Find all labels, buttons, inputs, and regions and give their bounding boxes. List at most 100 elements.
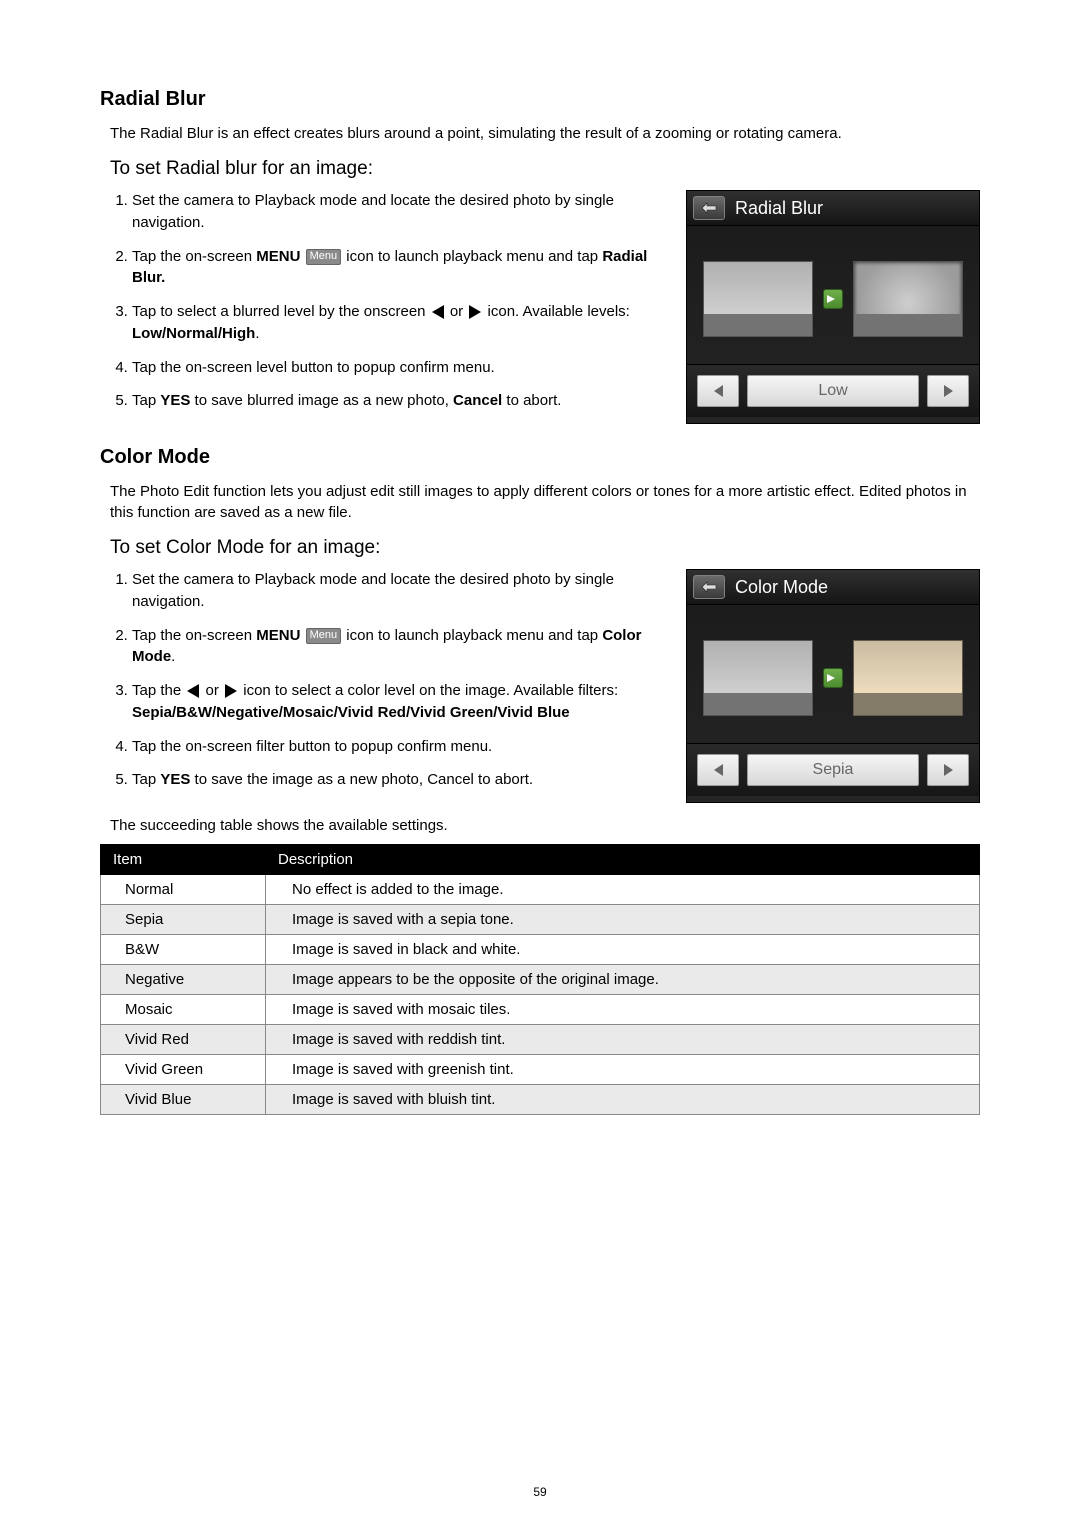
filters: Sepia/B&W/Negative/Mosaic/Vivid Red/Vivi…	[132, 704, 570, 721]
levels: Low/Normal/High	[132, 325, 255, 342]
subheading-color-mode: To set Color Mode for an image:	[110, 537, 980, 559]
device-body	[687, 605, 979, 743]
cell-description: No effect is added to the image.	[266, 875, 980, 905]
triangle-right-icon	[225, 684, 237, 698]
triangle-left-icon	[432, 305, 444, 319]
col-description: Description	[266, 845, 980, 875]
bold: YES	[160, 392, 190, 409]
table-row: SepiaImage is saved with a sepia tone.	[101, 905, 980, 935]
radial-step-5: Tap YES to save blurred image as a new p…	[132, 390, 668, 412]
table-row: Vivid RedImage is saved with reddish tin…	[101, 1025, 980, 1055]
cell-item: Negative	[101, 965, 266, 995]
text: to save the image as a new photo, Cancel…	[190, 771, 533, 788]
text: to save blurred image as a new photo,	[190, 392, 453, 409]
back-icon	[701, 202, 717, 214]
radial-step-3: Tap to select a blurred level by the ons…	[132, 301, 668, 345]
color-step-2: Tap the on-screen MENU Menu icon to laun…	[132, 625, 668, 669]
preview-after	[853, 640, 963, 716]
cell-item: Vivid Blue	[101, 1085, 266, 1115]
table-row: Vivid GreenImage is saved with greenish …	[101, 1055, 980, 1085]
cell-item: Vivid Green	[101, 1055, 266, 1085]
device-titlebar: Color Mode	[687, 570, 979, 605]
text: or	[446, 303, 468, 320]
table-row: NormalNo effect is added to the image.	[101, 875, 980, 905]
color-step-3: Tap the or icon to select a color level …	[132, 680, 668, 724]
table-row: NegativeImage appears to be the opposite…	[101, 965, 980, 995]
text: or	[201, 682, 223, 699]
text: Tap to select a blurred level by the ons…	[132, 303, 430, 320]
cell-description: Image is saved with mosaic tiles.	[266, 995, 980, 1025]
heading-radial-blur: Radial Blur	[100, 88, 980, 111]
device-footer: Sepia	[687, 743, 979, 796]
text: Tap the	[132, 682, 185, 699]
text: Tap	[132, 392, 160, 409]
heading-color-mode: Color Mode	[100, 446, 980, 469]
device-footer: Low	[687, 364, 979, 417]
radial-device-mock: Radial Blur Low	[686, 190, 980, 424]
bold: YES	[160, 771, 190, 788]
menu-icon: Menu	[306, 249, 342, 265]
next-filter-button[interactable]	[927, 754, 969, 786]
cell-item: Sepia	[101, 905, 266, 935]
chevron-left-icon	[714, 764, 723, 776]
triangle-right-icon	[469, 305, 481, 319]
triangle-left-icon	[187, 684, 199, 698]
color-columns: Set the camera to Playback mode and loca…	[110, 569, 980, 803]
table-note: The succeeding table shows the available…	[110, 817, 980, 834]
prev-filter-button[interactable]	[697, 754, 739, 786]
back-icon	[701, 581, 717, 593]
text: Tap the on-screen	[132, 248, 256, 265]
next-level-button[interactable]	[927, 375, 969, 407]
radial-step-1: Set the camera to Playback mode and loca…	[132, 190, 668, 234]
table-row: Vivid BlueImage is saved with bluish tin…	[101, 1085, 980, 1115]
cell-item: Mosaic	[101, 995, 266, 1025]
radial-steps-col: Set the camera to Playback mode and loca…	[110, 190, 668, 424]
color-device-mock: Color Mode Sepia	[686, 569, 980, 803]
menu-icon: Menu	[306, 628, 342, 644]
color-step-5: Tap YES to save the image as a new photo…	[132, 769, 668, 791]
back-button[interactable]	[693, 575, 725, 599]
text: icon to launch playback menu and tap	[346, 627, 602, 644]
cell-item: B&W	[101, 935, 266, 965]
text: icon to launch playback menu and tap	[346, 248, 602, 265]
text: Tap the on-screen	[132, 627, 256, 644]
cell-item: Normal	[101, 875, 266, 905]
device-titlebar: Radial Blur	[687, 191, 979, 226]
back-button[interactable]	[693, 196, 725, 220]
page: Radial Blur The Radial Blur is an effect…	[0, 0, 1080, 1527]
preview-before	[703, 640, 813, 716]
table-header-row: Item Description	[101, 845, 980, 875]
device-title: Color Mode	[735, 577, 828, 598]
level-button[interactable]: Low	[747, 375, 919, 407]
device-body	[687, 226, 979, 364]
text: icon to select a color level on the imag…	[239, 682, 618, 699]
chevron-left-icon	[714, 385, 723, 397]
table-row: MosaicImage is saved with mosaic tiles.	[101, 995, 980, 1025]
arrow-right-icon	[823, 289, 843, 309]
radial-step-2: Tap the on-screen MENU Menu icon to laun…	[132, 246, 668, 290]
preview-after	[853, 261, 963, 337]
cell-description: Image is saved with reddish tint.	[266, 1025, 980, 1055]
color-steps: Set the camera to Playback mode and loca…	[110, 569, 668, 791]
bold: Cancel	[453, 392, 502, 409]
color-mode-table: Item Description NormalNo effect is adde…	[100, 844, 980, 1115]
cell-description: Image appears to be the opposite of the …	[266, 965, 980, 995]
cell-item: Vivid Red	[101, 1025, 266, 1055]
text: to abort.	[502, 392, 561, 409]
cell-description: Image is saved in black and white.	[266, 935, 980, 965]
radial-columns: Set the camera to Playback mode and loca…	[110, 190, 980, 424]
color-step-4: Tap the on-screen filter button to popup…	[132, 736, 668, 758]
text: .	[171, 648, 175, 665]
cell-description: Image is saved with a sepia tone.	[266, 905, 980, 935]
col-item: Item	[101, 845, 266, 875]
color-step-1: Set the camera to Playback mode and loca…	[132, 569, 668, 613]
subheading-radial-blur: To set Radial blur for an image:	[110, 158, 980, 180]
cell-description: Image is saved with bluish tint.	[266, 1085, 980, 1115]
filter-button[interactable]: Sepia	[747, 754, 919, 786]
radial-steps: Set the camera to Playback mode and loca…	[110, 190, 668, 412]
prev-level-button[interactable]	[697, 375, 739, 407]
cell-description: Image is saved with greenish tint.	[266, 1055, 980, 1085]
arrow-right-icon	[823, 668, 843, 688]
intro-radial-blur: The Radial Blur is an effect creates blu…	[110, 123, 980, 144]
radial-step-4: Tap the on-screen level button to popup …	[132, 357, 668, 379]
